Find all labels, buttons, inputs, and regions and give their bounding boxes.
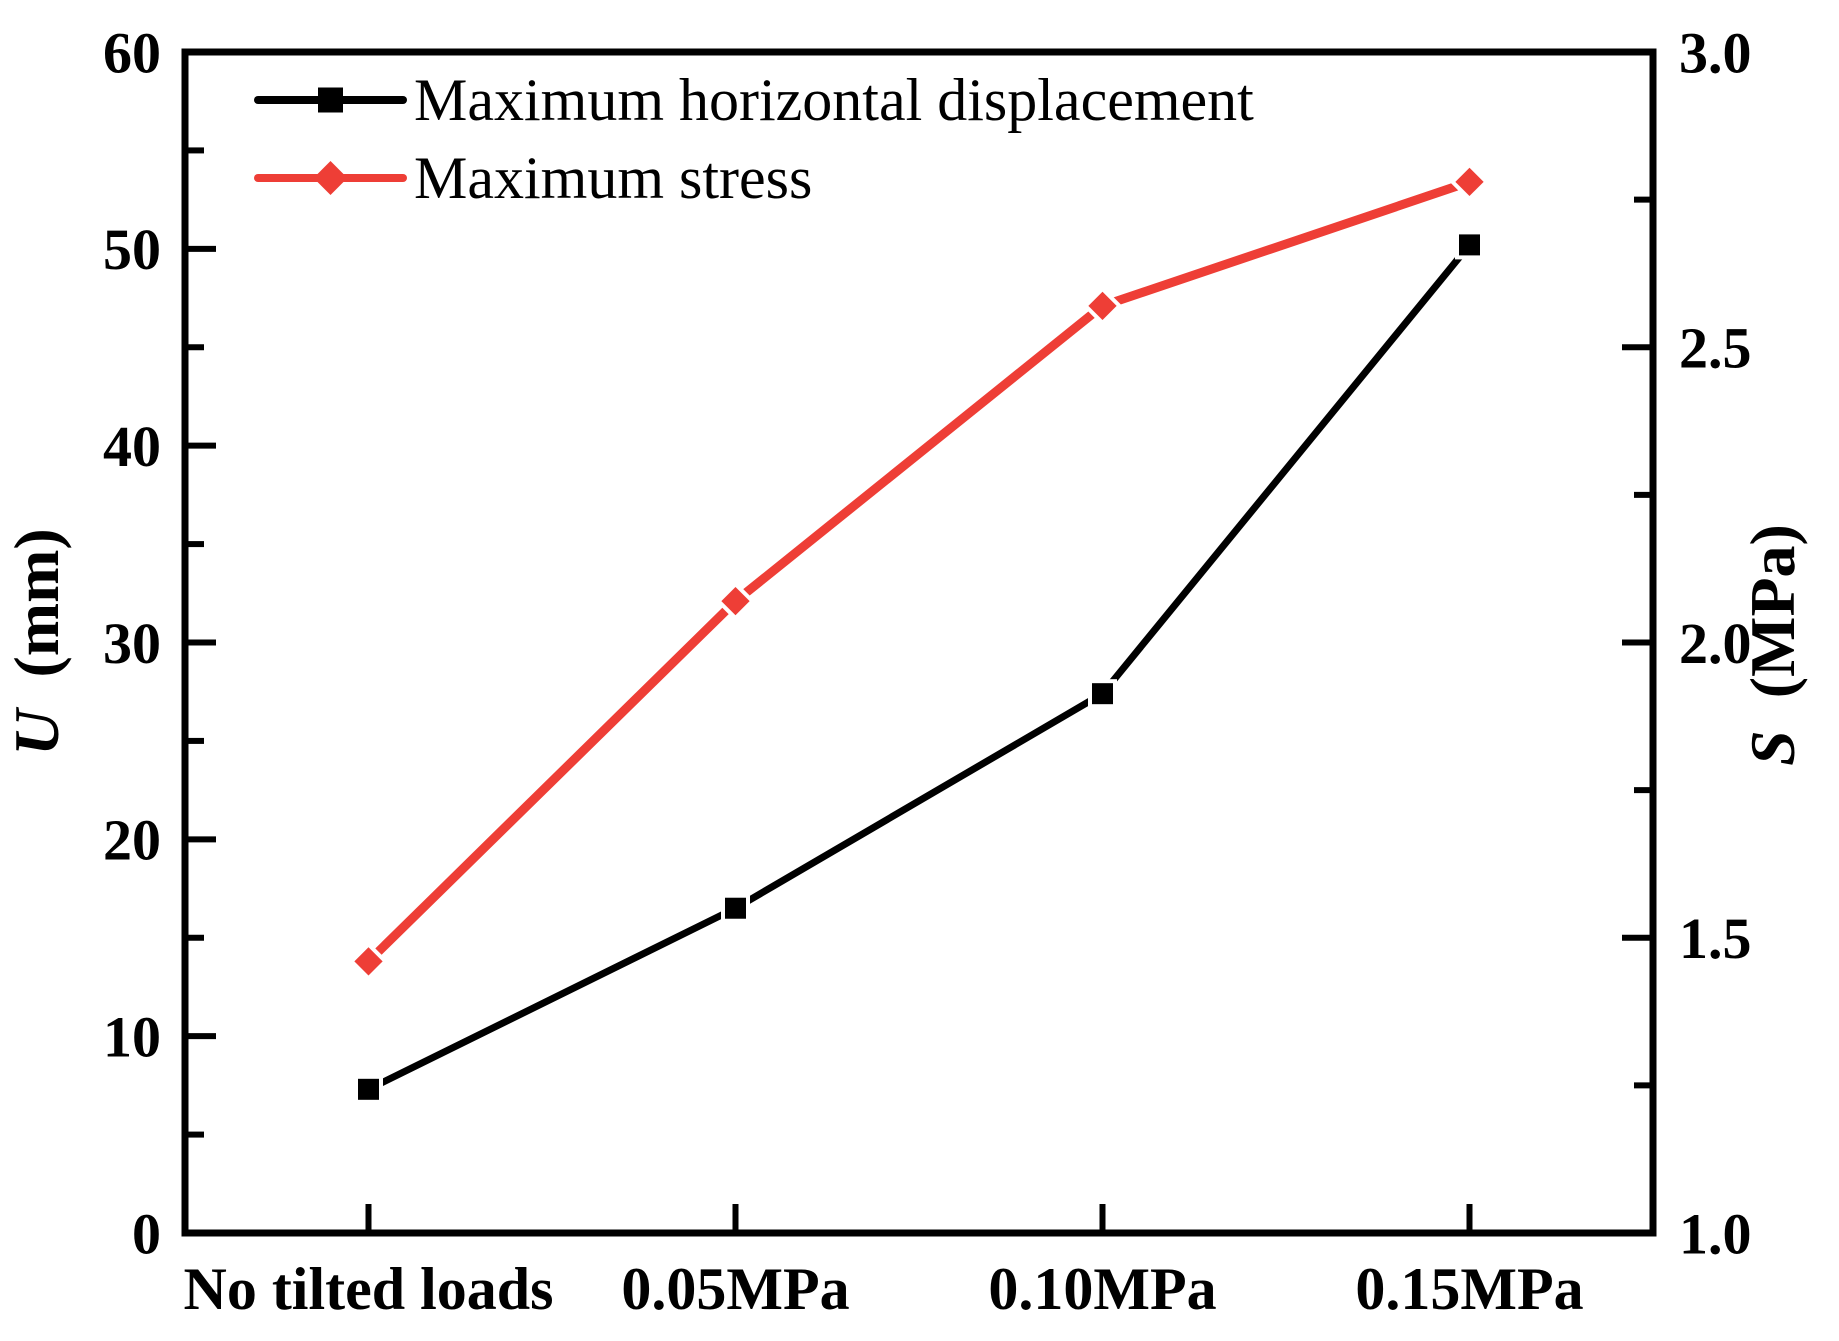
x-tick-label: 0.10MPa — [988, 1256, 1216, 1322]
right-axis-title: S (MPa) — [1737, 524, 1808, 766]
right-tick-label: 1.0 — [1679, 1201, 1752, 1266]
data-point-diamond — [1082, 286, 1123, 326]
x-tick-label: No tilted loads — [183, 1256, 553, 1322]
data-point-diamond — [715, 581, 756, 621]
legend-marker-square — [318, 87, 343, 113]
left-tick-label: 10 — [103, 1004, 161, 1069]
legend-label: Maximum stress — [414, 145, 812, 211]
left-axis-title: U (mm) — [1, 528, 72, 755]
data-point-square — [1455, 230, 1484, 260]
left-axis-unit: (mm) — [1, 528, 72, 677]
data-point-diamond — [1449, 162, 1490, 202]
data-point-square — [1088, 679, 1117, 709]
x-tick-label: 0.15MPa — [1355, 1256, 1583, 1322]
right-axis-unit: (MPa) — [1737, 524, 1808, 698]
data-point-diamond — [348, 941, 389, 982]
right-tick-label: 2.0 — [1679, 611, 1752, 676]
right-tick-label: 3.0 — [1679, 20, 1752, 85]
left-tick-label: 50 — [103, 217, 161, 282]
series-line-square — [365, 241, 1473, 1093]
left-tick-label: 20 — [103, 808, 161, 873]
plot-frame — [181, 48, 1657, 1237]
series-line-diamond — [364, 177, 1474, 966]
legend-label: Maximum horizontal displacement — [414, 67, 1254, 133]
right-tick-label: 1.5 — [1679, 906, 1752, 971]
legend-marker-diamond — [313, 161, 348, 195]
left-tick-label: 30 — [103, 611, 161, 676]
data-point-square — [721, 893, 750, 923]
left-tick-label: 40 — [103, 414, 161, 479]
left-tick-label: 60 — [103, 20, 161, 85]
left-axis-symbol: U — [1, 707, 72, 756]
data-point-square — [354, 1074, 383, 1104]
right-axis-symbol: S — [1737, 730, 1808, 766]
right-tick-label: 2.5 — [1679, 316, 1752, 381]
left-tick-label: 0 — [132, 1201, 161, 1266]
x-tick-label: 0.05MPa — [621, 1256, 849, 1322]
